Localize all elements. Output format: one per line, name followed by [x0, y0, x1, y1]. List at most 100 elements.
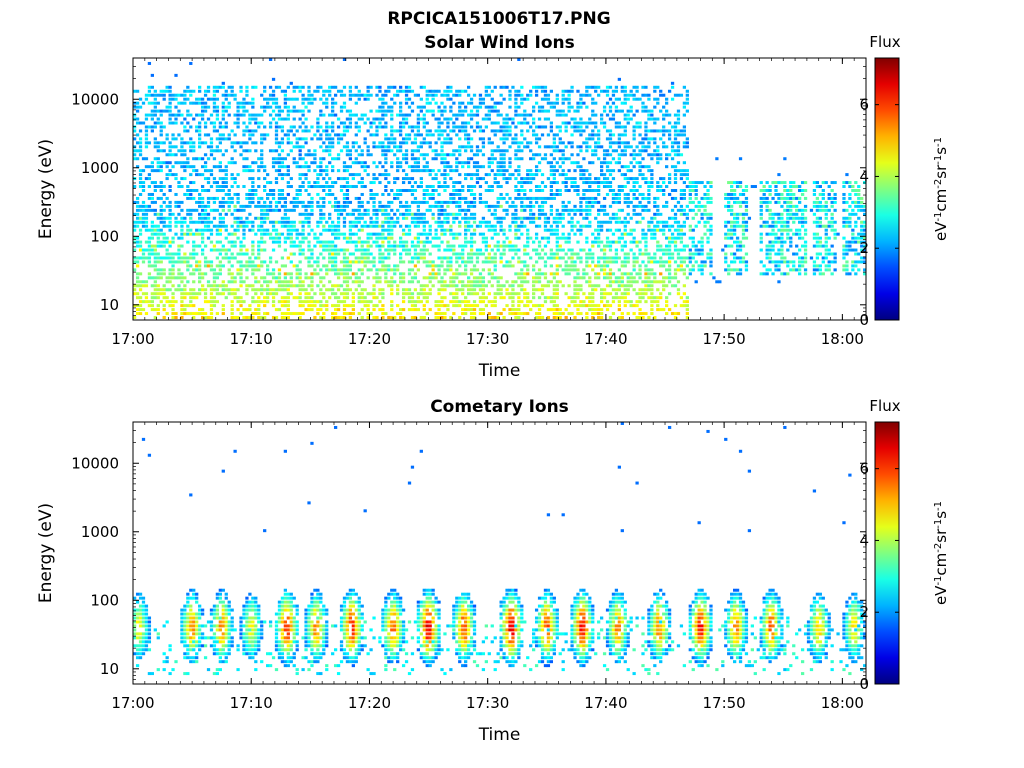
flux-cell — [508, 93, 512, 97]
flux-cell — [534, 216, 539, 220]
flux-cell — [576, 304, 580, 308]
flux-cell — [227, 240, 231, 244]
flux-cell — [537, 105, 542, 109]
flux-cell — [407, 181, 412, 185]
flux-cell — [567, 264, 571, 268]
flux-cell — [295, 228, 299, 232]
flux-cell — [133, 268, 137, 272]
flux-cell — [399, 236, 403, 240]
flux-cell — [466, 220, 471, 224]
flux-cell — [192, 272, 196, 276]
flux-cell — [177, 212, 181, 216]
flux-cell — [215, 300, 220, 304]
flux-cell — [271, 89, 276, 93]
flux-cell — [526, 252, 530, 256]
flux-cell — [425, 93, 429, 97]
flux-cell — [322, 276, 326, 280]
flux-cell — [230, 288, 234, 292]
flux-cell — [133, 185, 137, 189]
flux-cell — [599, 292, 604, 296]
flux-cell — [295, 268, 299, 272]
flux-cell — [177, 109, 181, 113]
flux-cell — [532, 280, 536, 284]
flux-cell — [289, 208, 293, 212]
flux-cell — [555, 308, 559, 312]
flux-cell — [192, 232, 196, 236]
flux-cell — [552, 216, 556, 220]
flux-cell — [203, 228, 208, 232]
flux-cell — [203, 133, 208, 137]
flux-cell — [378, 121, 382, 125]
flux-cell — [186, 157, 190, 161]
flux-cell — [461, 272, 465, 276]
flux-cell — [298, 125, 302, 129]
flux-cell — [283, 212, 287, 216]
flux-cell — [304, 153, 308, 157]
flux-cell — [523, 117, 527, 121]
flux-cell — [464, 109, 468, 113]
flux-cell — [357, 284, 361, 288]
flux-cell — [404, 244, 409, 248]
flux-cell — [446, 117, 450, 121]
flux-cell — [286, 129, 290, 133]
flux-cell — [254, 204, 258, 208]
flux-cell — [378, 161, 382, 165]
flux-cell — [283, 288, 287, 292]
flux-cell — [212, 121, 217, 125]
flux-cell — [209, 208, 214, 212]
flux-cell — [582, 248, 586, 252]
flux-cell — [162, 141, 166, 145]
flux-cell — [336, 141, 341, 145]
flux-cell — [375, 212, 379, 216]
flux-cell — [505, 212, 509, 216]
flux-cell — [532, 153, 536, 157]
flux-cell — [304, 204, 308, 208]
flux-cell — [195, 189, 199, 192]
flux-cell — [558, 248, 562, 252]
flux-cell — [203, 161, 208, 165]
flux-cell — [209, 268, 214, 272]
flux-cell — [440, 280, 444, 284]
flux-cell — [517, 248, 521, 252]
flux-cell — [381, 236, 385, 240]
flux-cell — [434, 200, 438, 204]
flux-cell — [576, 101, 580, 105]
flux-cell — [449, 105, 453, 109]
flux-cell — [614, 260, 619, 264]
flux-cell — [280, 256, 285, 260]
flux-cell — [289, 312, 293, 316]
flux-cell — [561, 157, 565, 161]
flux-cell — [567, 272, 571, 276]
flux-cell — [138, 312, 143, 316]
flux-cell — [469, 256, 474, 260]
flux-cell — [514, 316, 518, 320]
flux-cell — [399, 129, 403, 133]
flux-cell — [443, 228, 447, 232]
flux-cell — [452, 212, 456, 216]
flux-cell — [431, 196, 435, 200]
flux-cell — [357, 200, 361, 204]
flux-cell — [413, 216, 418, 220]
flux-cell — [452, 292, 456, 296]
flux-cell — [354, 260, 358, 264]
flux-cell — [221, 312, 225, 316]
flux-cell — [443, 117, 447, 121]
flux-cell — [375, 296, 379, 300]
flux-cell — [475, 121, 480, 125]
flux-cell — [156, 304, 160, 308]
flux-cell — [248, 101, 252, 105]
flux-cell — [396, 196, 400, 200]
flux-cell — [597, 93, 601, 97]
flux-cell — [490, 228, 494, 232]
flux-cell — [597, 189, 601, 192]
flux-cell — [567, 268, 571, 272]
flux-cell — [481, 236, 486, 240]
flux-cell — [159, 272, 163, 276]
flux-cell — [274, 113, 279, 117]
flux-cell — [594, 276, 598, 280]
flux-cell — [532, 129, 536, 133]
flux-cell — [162, 97, 166, 101]
flux-cell — [564, 125, 568, 129]
flux-cell — [443, 157, 447, 161]
flux-cell — [478, 93, 483, 97]
